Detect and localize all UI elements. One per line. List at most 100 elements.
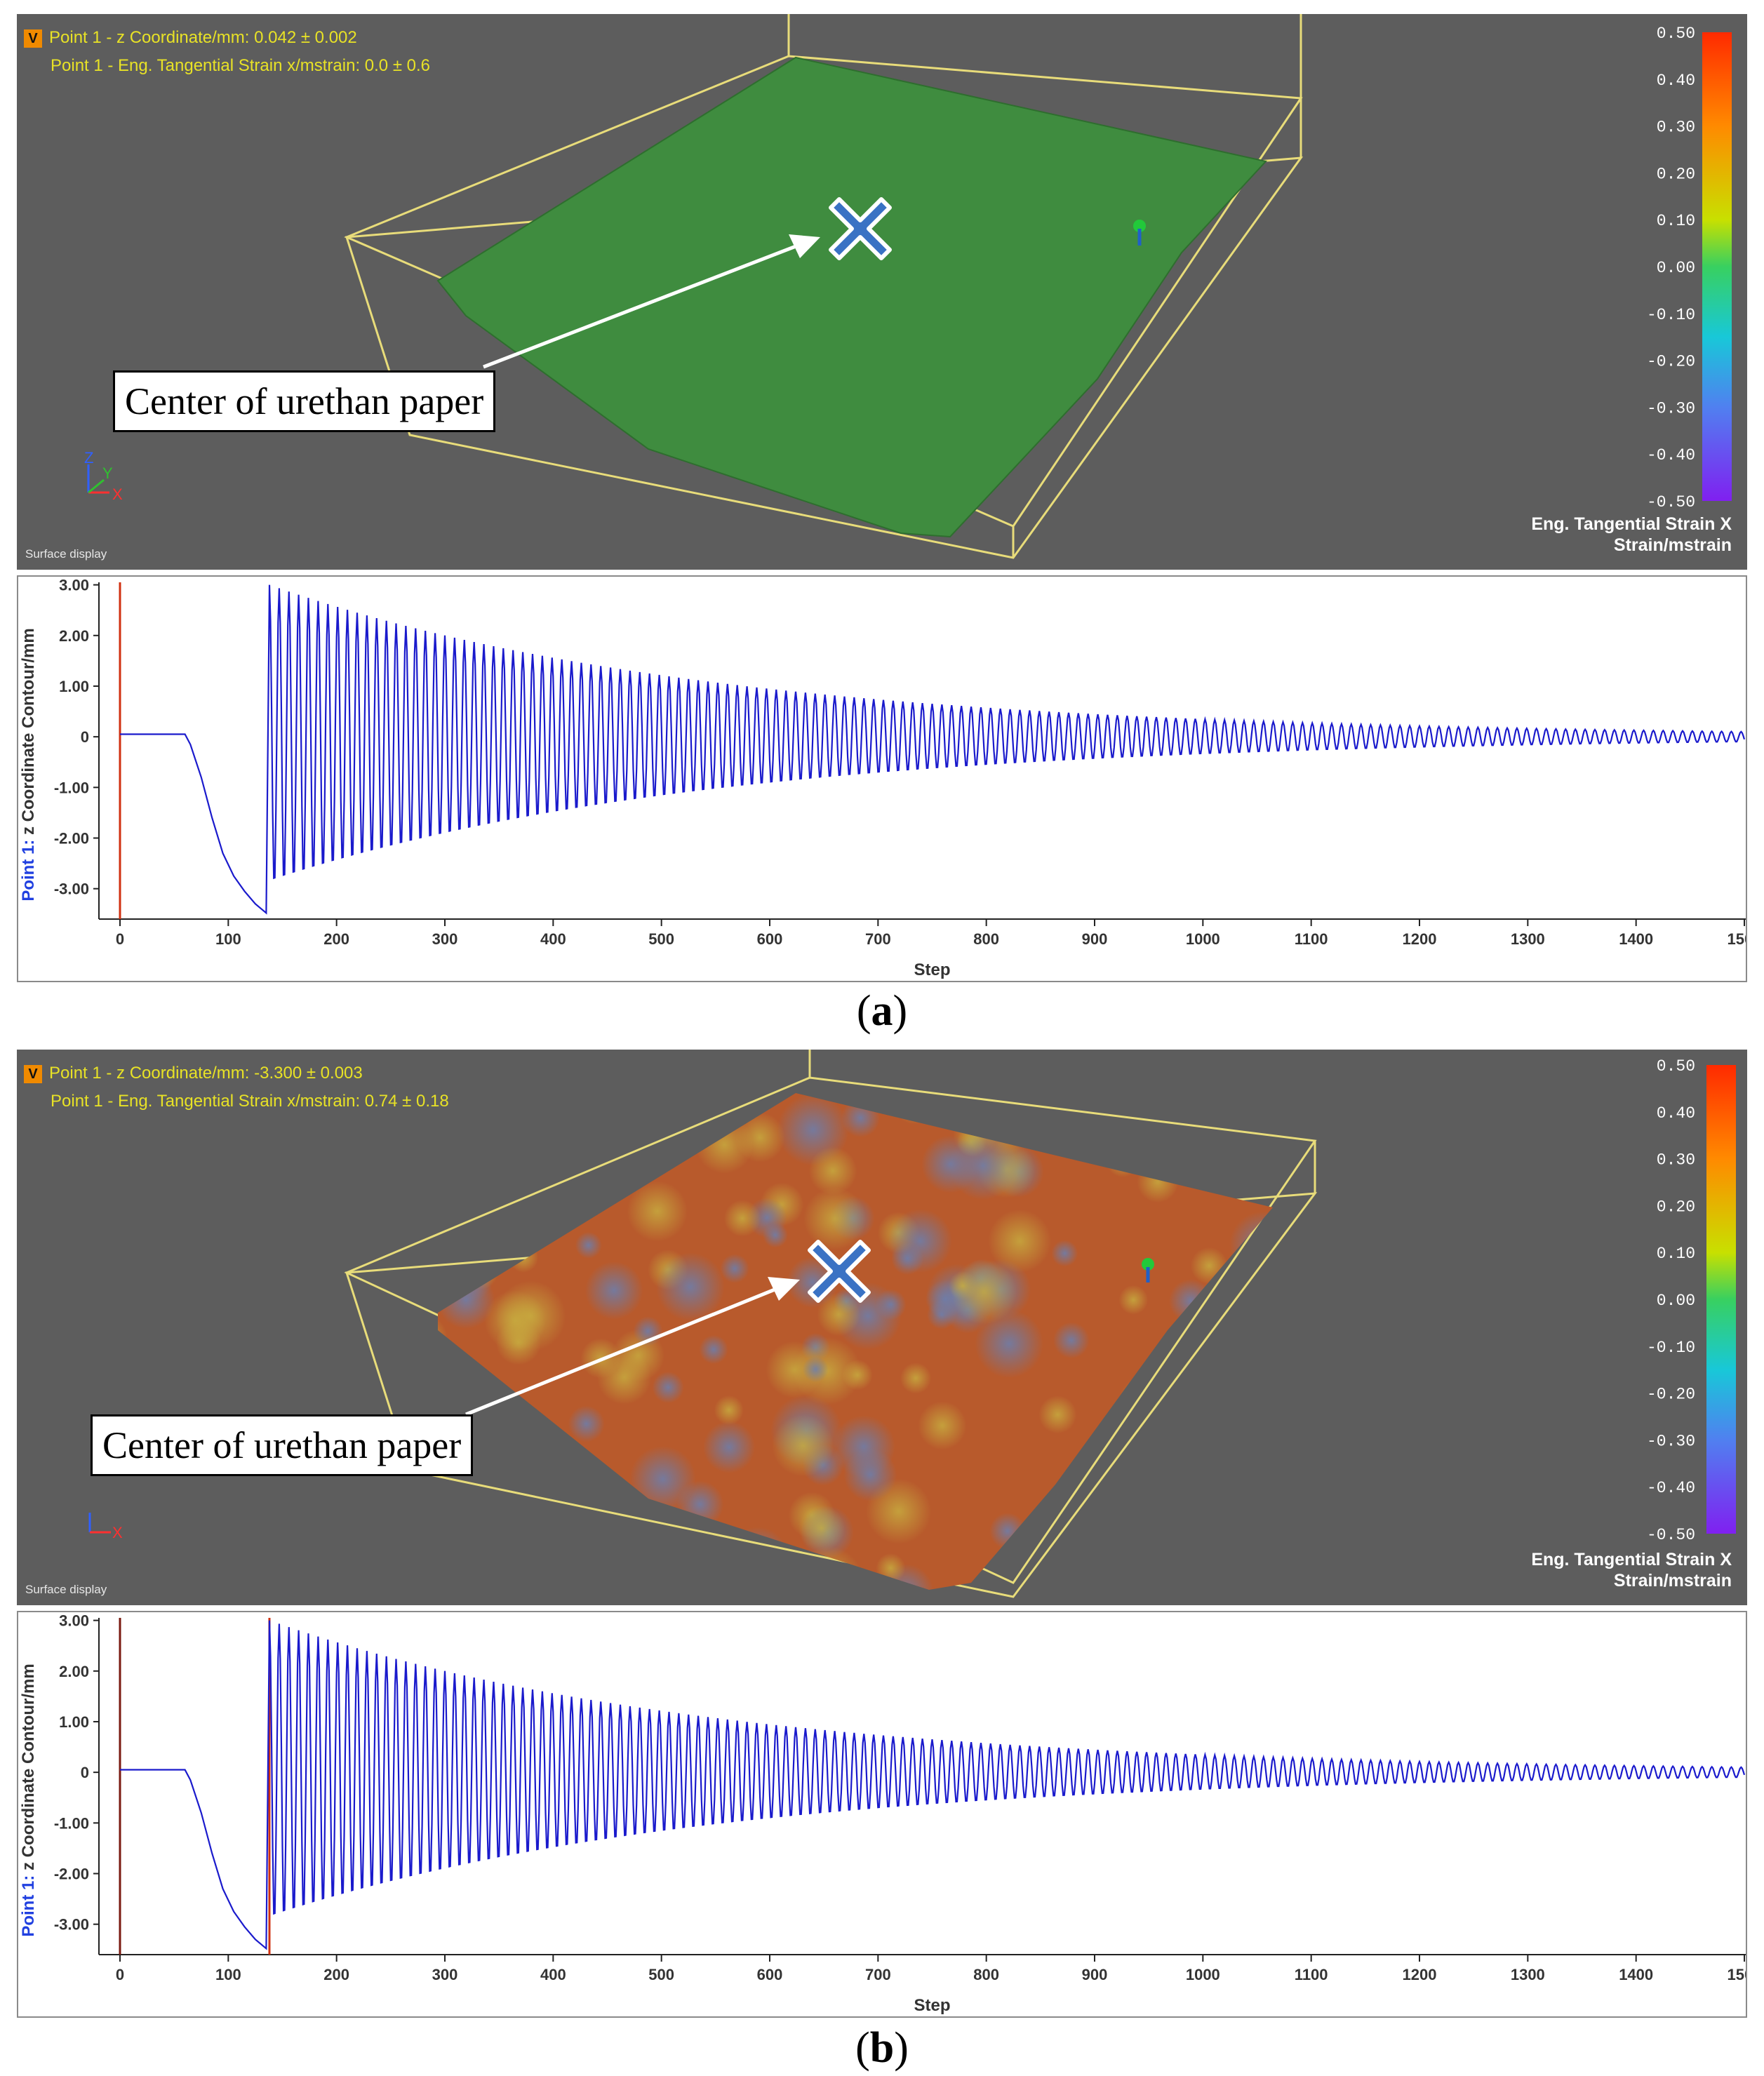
colorbar-tick-label: 0.30 [1657, 119, 1695, 137]
x-tick-label: 0 [116, 1966, 124, 1983]
axis-x-label: X [112, 485, 123, 503]
y-tick-label: 1.00 [59, 1713, 89, 1731]
x-tick-label: 1400 [1619, 1966, 1653, 1983]
colorbar-tick-label: -0.40 [1647, 1479, 1695, 1497]
center-cross-icon [808, 1240, 871, 1303]
x-tick-label: 1400 [1619, 930, 1653, 948]
x-tick-label: 700 [865, 930, 891, 948]
caption-a: (a) [856, 987, 908, 1035]
z-coordinate-readout: Point 1 - z Coordinate/mm: -3.300 ± 0.00… [49, 1064, 363, 1083]
axis-x-label: X [112, 1524, 123, 1541]
colorbar-tick-label: 0.50 [1657, 1057, 1695, 1076]
callout-arrow [465, 1277, 800, 1417]
strain-readout: Point 1 - Eng. Tangential Strain x/mstra… [51, 1092, 449, 1111]
x-tick-label: 1300 [1511, 1966, 1545, 1983]
y-tick-label: -3.00 [54, 880, 89, 898]
colorbar-tick-label: 0.20 [1657, 165, 1695, 183]
caption-b: (b) [855, 2024, 909, 2072]
surface-view-b[interactable]: X 0.50 0.40 0.30 0.20 0.10 0.00 -0.10 -0.20 -0.3… [17, 1050, 1747, 1605]
x-tick-label: 200 [323, 930, 349, 948]
colorbar-legend-title: Eng. Tangential Strain X Strain/mstrain [1531, 1549, 1732, 1591]
x-tick-label: 600 [757, 1966, 783, 1983]
x-tick-label: 400 [540, 930, 566, 948]
colorbar-ticks: 0.50 0.40 0.30 0.20 0.10 0.00 -0.10 -0.20 -0.30 -… [1647, 1057, 1695, 1544]
colorbar-tick-label: 0.40 [1657, 1104, 1695, 1123]
x-tick-label: 1200 [1403, 1966, 1437, 1983]
colorbar-legend-title: Eng. Tangential Strain X Strain/mstrain [1531, 514, 1732, 556]
colorbar-tick-label: -0.20 [1647, 353, 1695, 371]
legend-unit: Strain/mstrain [1613, 535, 1732, 555]
x-tick-label: 500 [648, 1966, 674, 1983]
x-tick-label: 900 [1082, 1966, 1108, 1983]
y-tick-label: 0 [81, 728, 89, 746]
x-tick-label: 1100 [1295, 1966, 1328, 1983]
z-coordinate-series [120, 1620, 1746, 1950]
x-axis-label: Step [914, 1996, 950, 2015]
tracked-point-icon[interactable] [1142, 1258, 1154, 1283]
colorbar-tick-label: 0.50 [1657, 25, 1695, 43]
legend-unit: Strain/mstrain [1613, 1571, 1732, 1591]
surface-display-label: Surface display [25, 1583, 107, 1596]
x-tick-label: 1100 [1295, 930, 1328, 948]
caption-letter: b [869, 2024, 895, 2072]
x-tick-label: 800 [973, 930, 999, 948]
x-tick-label: 1000 [1186, 1966, 1220, 1983]
x-tick-label: 100 [215, 930, 241, 948]
axis-z-label: Z [84, 449, 93, 467]
colorbar-tick-label: 0.10 [1657, 212, 1695, 230]
y-tick-label: 2.00 [59, 627, 89, 645]
y-tick-label: -1.00 [54, 1814, 89, 1832]
x-tick-label: 1000 [1186, 930, 1220, 948]
z-coordinate-chart-a[interactable]: 3.00 2.00 1.00 0 -1.00 -2.00 -3.00 0 100 200 300 40… [17, 575, 1764, 982]
x-tick-label: 900 [1082, 930, 1108, 948]
z-coordinate-readout: Point 1 - z Coordinate/mm: 0.042 ± 0.002 [49, 28, 357, 47]
y-tick-label: 1.00 [59, 678, 89, 695]
z-coordinate-series [120, 584, 1746, 915]
y-axis-label: Point 1: z Coordinate Contour/mm [19, 628, 38, 901]
x-tick-label: 100 [215, 1966, 241, 1983]
x-tick-label: 1500 [1728, 930, 1746, 948]
y-tick-label: 3.00 [59, 577, 89, 594]
center-callout-label: Center of urethan paper [91, 1414, 474, 1476]
axis-y-label: Y [102, 464, 113, 482]
x-tick-label: 0 [116, 930, 124, 948]
x-tick-label: 300 [432, 1966, 458, 1983]
axis-triad-icon: X [88, 1513, 123, 1541]
colorbar-tick-label: -0.30 [1647, 399, 1695, 417]
x-axis-label: Step [914, 960, 950, 979]
callout-arrow [483, 234, 820, 369]
surface-view-a[interactable]: Z Y X 0.50 0.40 0.30 0.20 0.10 0.00 -0.10 -0.20… [17, 14, 1747, 570]
visibility-toggle-button[interactable]: V [24, 29, 42, 48]
z-coordinate-chart-b[interactable]: 3.00 2.00 1.00 0 -1.00 -2.00 -3.00 0 100 200 300 40… [17, 1611, 1764, 2018]
point-readout: V Point 1 - z Coordinate/mm: -3.300 ± 0.0… [24, 1059, 449, 1116]
visibility-toggle-button[interactable]: V [24, 1064, 42, 1083]
x-tick-label: 800 [973, 1966, 999, 1983]
x-tick-label: 200 [323, 1966, 349, 1983]
colorbar-tick-label: -0.40 [1647, 446, 1695, 464]
scene-a[interactable]: Z Y X 0.50 0.40 0.30 0.20 0.10 0.00 -0.10 -0.20… [17, 14, 1747, 570]
x-tick-label: 700 [865, 1966, 891, 1983]
scene-b[interactable]: X 0.50 0.40 0.30 0.20 0.10 0.00 -0.10 -0.20 -0.3… [17, 1050, 1747, 1605]
colorbar-tick-label: -0.20 [1647, 1386, 1695, 1404]
y-tick-label: -2.00 [54, 830, 89, 848]
colorbar-tick-label: -0.30 [1647, 1432, 1695, 1450]
y-tick-label: 0 [81, 1764, 89, 1781]
panel-b: X 0.50 0.40 0.30 0.20 0.10 0.00 -0.10 -0.20 -0.3… [17, 1050, 1764, 2018]
center-callout-label: Center of urethan paper [113, 370, 496, 432]
colorbar-tick-label: -0.10 [1647, 306, 1695, 324]
x-tick-label: 600 [757, 930, 783, 948]
y-tick-label: -3.00 [54, 1916, 89, 1934]
center-cross-icon [829, 197, 892, 260]
colorbar-tick-label: 0.40 [1657, 72, 1695, 90]
colorbar-tick-label: 0.30 [1657, 1151, 1695, 1170]
colorbar-tick-label: 0.20 [1657, 1198, 1695, 1216]
panel-a: Z Y X 0.50 0.40 0.30 0.20 0.10 0.00 -0.10 -0.20… [17, 14, 1764, 982]
tracked-point-icon[interactable] [1133, 220, 1146, 246]
colorbar-tick-label: 0.00 [1657, 259, 1695, 277]
strain-readout: Point 1 - Eng. Tangential Strain x/mstra… [51, 56, 431, 75]
y-tick-label: 2.00 [59, 1663, 89, 1680]
colorbar-tick-label: 0.00 [1657, 1292, 1695, 1310]
y-axis-label: Point 1: z Coordinate Contour/mm [19, 1663, 38, 1936]
urethane-surface[interactable] [436, 56, 1267, 538]
point-readout: V Point 1 - z Coordinate/mm: 0.042 ± 0.00… [24, 24, 430, 80]
